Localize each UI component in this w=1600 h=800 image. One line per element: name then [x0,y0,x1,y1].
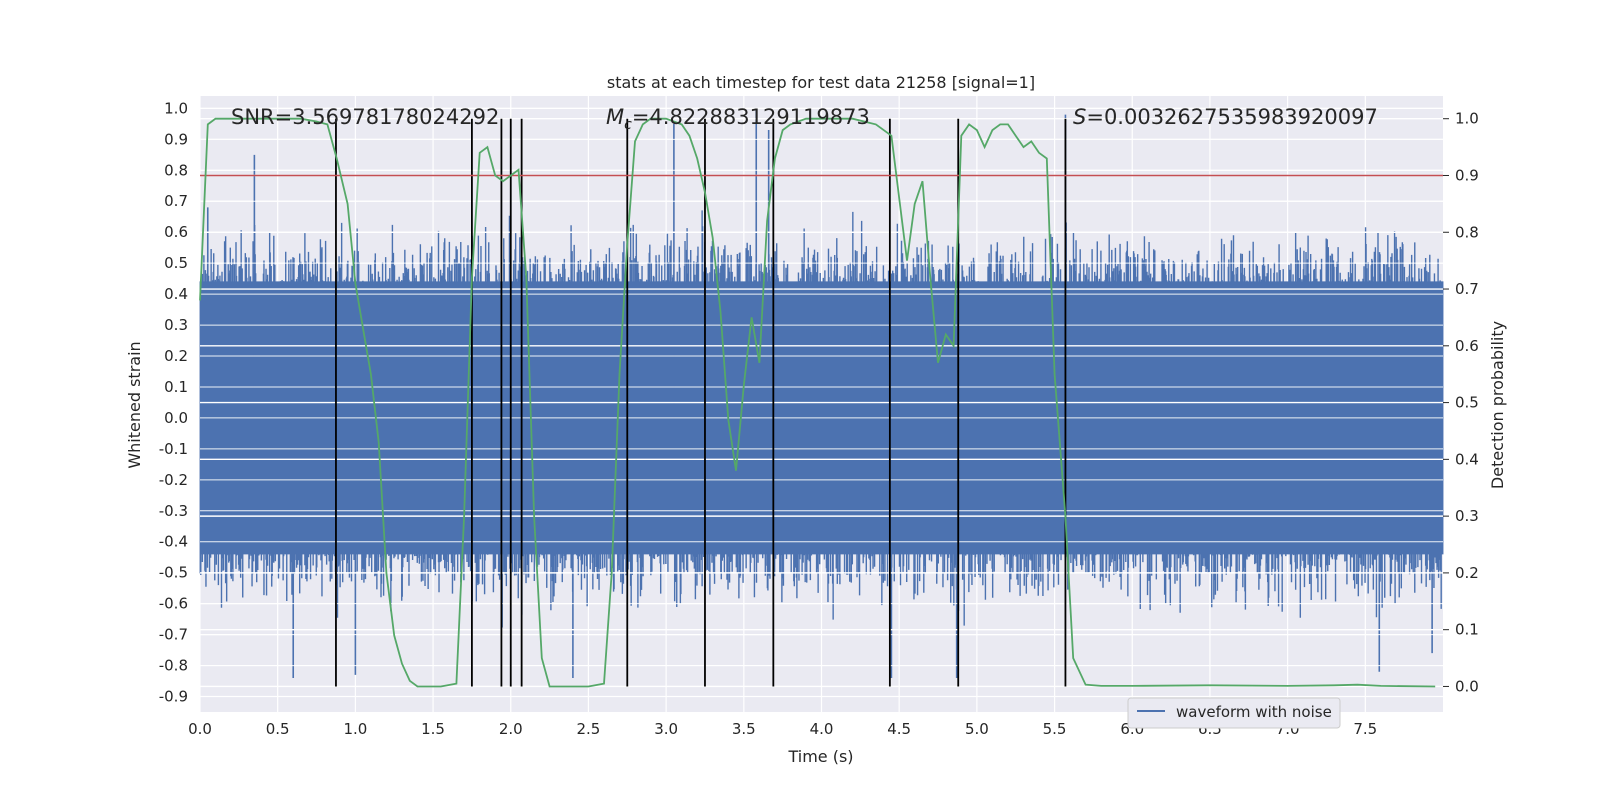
y-tick-label: 0.8 [164,161,188,179]
y2-tick-label: 0.7 [1455,280,1479,298]
y2-tick-label: 0.9 [1455,166,1479,184]
y2-tick-label: 0.0 [1455,677,1479,695]
spin-value: =0.0032627535983920097 [1086,105,1378,129]
chirp-mass-annotation: Mc=4.822883129119873 [606,105,870,133]
spin-symbol: S [1073,105,1086,129]
chirp-mass-symbol: M [606,105,624,129]
x-tick-label: 4.0 [810,720,834,738]
y-tick-label: -0.2 [159,471,188,489]
y2-axis-label: Detection probability [1488,321,1507,489]
y-tick-label: 0.2 [164,347,188,365]
vertical-markers [335,118,1067,687]
legend: waveform with noise [1127,697,1341,729]
y-tick-label: -0.8 [159,657,188,675]
y-tick-label: -0.9 [159,688,188,706]
y-tick-label: 0.7 [164,192,188,210]
y2-tick-label: 0.4 [1455,450,1479,468]
y-axis-ticks: 1.0 0.9 0.8 0.7 0.6 0.5 0.4 0.3 0.2 0.1 0.0 -0.1 -0.… [159,99,188,705]
y2-tick-label: 0.5 [1455,394,1479,412]
chirp-mass-subscript: c [624,117,632,133]
y-tick-label: -0.4 [159,533,188,551]
y2-tick-label: 0.3 [1455,507,1479,525]
x-tick-label: 0.5 [266,720,290,738]
chart-title: stats at each timestep for test data 212… [607,73,1035,92]
x-tick-label: 2.5 [577,720,601,738]
y-tick-label: 0.5 [164,254,188,272]
y2-tick-label: 0.6 [1455,337,1479,355]
x-axis-label: Time (s) [787,747,853,766]
y-tick-label: 0.1 [164,378,188,396]
x-tick-label: 4.5 [887,720,911,738]
y2-axis-ticks: 1.0 0.9 0.8 0.7 0.6 0.5 0.4 0.3 0.2 0.1 0.0 [1443,110,1479,695]
y-tick-label: 0.3 [164,316,188,334]
y-tick-label: 0.6 [164,223,188,241]
chirp-mass-value: =4.822883129119873 [632,105,870,129]
y-tick-label: -0.3 [159,502,188,520]
x-tick-label: 1.5 [421,720,445,738]
x-tick-label: 7.5 [1353,720,1377,738]
y2-tick-label: 1.0 [1455,110,1479,128]
y-tick-label: -0.7 [159,626,188,644]
legend-label: waveform with noise [1176,703,1332,721]
y-tick-label: 1.0 [164,99,188,117]
x-tick-label: 0.0 [188,720,212,738]
y2-tick-label: 0.1 [1455,621,1479,639]
x-tick-label: 3.0 [654,720,678,738]
y-tick-label: -0.5 [159,564,188,582]
x-tick-label: 3.5 [732,720,756,738]
y-tick-label: -0.1 [159,440,188,458]
x-tick-label: 5.5 [1043,720,1067,738]
y-tick-label: 0.0 [164,409,188,427]
probability-line [199,117,1436,688]
x-tick-label: 5.0 [965,720,989,738]
x-tick-label: 1.0 [343,720,367,738]
x-tick-label: 2.0 [499,720,523,738]
snr-annotation: SNR=3.56978178024292 [231,105,499,129]
y-tick-label: -0.6 [159,595,188,613]
legend-box [1127,697,1341,729]
spin-annotation: S=0.0032627535983920097 [1073,105,1378,129]
y-axis-label: Whitened strain [125,341,144,468]
y-tick-label: 0.9 [164,130,188,148]
y2-tick-label: 0.2 [1455,564,1479,582]
y-tick-label: 0.4 [164,285,188,303]
y2-tick-label: 0.8 [1455,223,1479,241]
